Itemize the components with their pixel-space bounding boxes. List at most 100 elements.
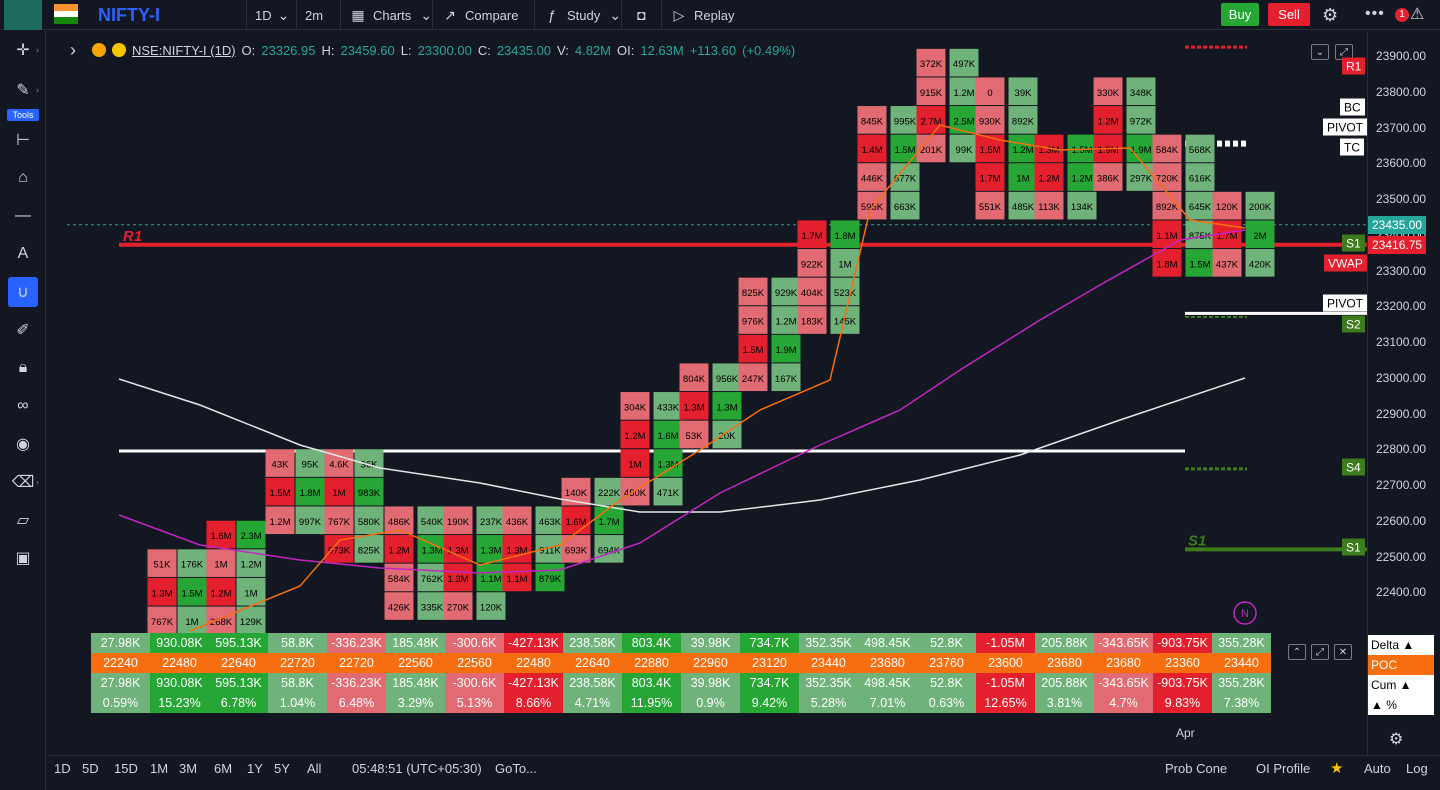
notification-badge[interactable]: 1 <box>1395 8 1409 22</box>
sell-button[interactable]: Sell <box>1268 3 1310 26</box>
legend-low: 23300.00 <box>417 42 472 58</box>
crosshair-icon[interactable]: ✛ <box>16 42 30 59</box>
footprint-cell <box>1093 163 1123 191</box>
symbol-name[interactable]: NIFTY-I <box>98 5 160 25</box>
log-button[interactable]: Log <box>1406 761 1428 776</box>
footprint-cell-label: 1.5M <box>181 588 202 599</box>
chart-canvas[interactable]: R1S151K1.3M767K176K1.5M1M1.6M1M1.2M268K2… <box>47 31 1367 755</box>
auto-button[interactable]: Auto <box>1364 761 1391 776</box>
footprint-candle: 304K 1.2M 1M 450K <box>620 392 650 506</box>
legend-symbol[interactable]: NSE:NIFTY-I (1D) <box>132 42 236 58</box>
compare-button[interactable]: ↗ Compare <box>432 0 526 30</box>
poc-row-label[interactable]: POC <box>1368 655 1434 675</box>
ruler-icon[interactable]: ▱ <box>16 512 30 529</box>
footprint-cell-label: 720K <box>1156 174 1179 185</box>
gear-icon[interactable]: ⚙ <box>1322 5 1339 25</box>
eye-icon[interactable]: ◉ <box>16 436 30 453</box>
expand-icon[interactable]: ⤢ <box>1311 644 1329 660</box>
range-15d[interactable]: 15D <box>114 761 138 776</box>
status-dot-icon <box>92 43 106 57</box>
range-6m[interactable]: 6M <box>214 761 233 776</box>
pencil-icon[interactable]: ✎ <box>16 82 30 99</box>
prob-cone-button[interactable]: Prob Cone <box>1165 761 1228 776</box>
chevron-right-icon[interactable]: › <box>36 45 39 55</box>
interval-button[interactable]: 2m <box>296 0 340 30</box>
range-all[interactable]: All <box>307 761 322 776</box>
measure-icon[interactable]: ⊢ <box>16 132 30 149</box>
range-3m[interactable]: 3M <box>179 761 198 776</box>
chevron-down-icon[interactable]: ⌄ <box>1311 44 1329 60</box>
oi-profile-button[interactable]: OI Profile <box>1256 761 1311 776</box>
delta-row-label[interactable]: Delta ▲ <box>1368 635 1434 655</box>
footprint-cell-label: 1.5M <box>979 145 1000 156</box>
footprint-cell <box>1126 77 1156 106</box>
star-icon[interactable]: ★ <box>1330 760 1344 777</box>
footprint-cell-label: 584K <box>1156 145 1179 156</box>
footprint-cell-label: 120K <box>1216 202 1239 213</box>
link-icon[interactable]: ∞ <box>17 397 29 414</box>
warning-icon[interactable]: ⚠ <box>1410 6 1425 23</box>
close-icon[interactable]: ✕ <box>1334 644 1352 660</box>
footprint-cell <box>535 506 565 535</box>
footprint-cell <box>1093 106 1123 134</box>
horizontal-line-icon[interactable]: — <box>15 207 31 224</box>
pct-row-label[interactable]: ▲ % <box>1368 695 1434 715</box>
chevron-down-icon: ⌄ <box>420 7 433 23</box>
footprint-cell <box>890 191 920 220</box>
screenshot-icon[interactable]: ▣ <box>15 550 31 567</box>
magnet-icon[interactable]: ∪ <box>8 277 38 307</box>
study-dropdown[interactable]: ƒ Study ⌄ <box>534 0 632 30</box>
vwap-price-tag: 23416.75 <box>1368 236 1427 255</box>
trash-icon[interactable]: ⌫ <box>11 474 35 491</box>
range-1y[interactable]: 1Y <box>247 761 263 776</box>
footprint-candle: 540K 1.3M 762K 335K <box>417 506 447 620</box>
replay-button[interactable]: ▷ Replay <box>661 0 742 30</box>
footprint-cell <box>535 535 565 563</box>
charts-dropdown[interactable]: ▦ Charts ⌄ <box>340 0 443 30</box>
footprint-cell-label: 446K <box>861 174 884 185</box>
legend-open-label: O: <box>241 42 256 58</box>
range-1d[interactable]: 1D <box>54 761 71 776</box>
footprint-cell <box>502 563 532 592</box>
chevron-right-icon[interactable]: › <box>36 85 39 95</box>
cum-row-label[interactable]: Cum ▲ <box>1368 675 1434 695</box>
s4-tag: S4 <box>1342 458 1365 476</box>
collapse-icon[interactable]: › <box>70 39 76 60</box>
lock-icon[interactable]: 🔒︎ <box>18 359 28 376</box>
footprint-cell-label: 973K <box>328 545 351 556</box>
footprint-candle: 825K 976K 1.5M 247K <box>738 277 768 392</box>
settings-icon[interactable]: ⚙ <box>1389 731 1404 748</box>
footprint-cell-label: 1M <box>214 560 227 571</box>
instagram-button[interactable]: ◘ <box>621 0 661 30</box>
chevron-up-icon[interactable]: ⌃ <box>1288 644 1306 660</box>
footprint-cell-label: 1.8M <box>1156 259 1177 270</box>
footprint-cell-label: 420K <box>1249 259 1272 270</box>
footprint-cell-label: 2.5M <box>953 116 974 127</box>
interval-2-label: 2m <box>305 7 324 23</box>
chevron-right-icon[interactable]: › <box>36 477 39 487</box>
more-icon[interactable]: ••• <box>1365 5 1385 22</box>
footprint-candle: 463K 911K 879K <box>535 506 565 592</box>
footprint-cell <box>443 592 473 620</box>
price-axis[interactable]: 23900.00 23800.00 23700.00 23600.00 23500.00… <box>1367 31 1440 755</box>
range-5d[interactable]: 5D <box>82 761 99 776</box>
interval-dropdown[interactable]: 1D ⌄ <box>246 0 296 30</box>
range-5y[interactable]: 5Y <box>274 761 290 776</box>
table-cell: 22480 <box>150 653 209 673</box>
pattern-icon[interactable]: ⌂ <box>18 169 28 186</box>
goto-button[interactable]: GoTo... <box>495 761 537 776</box>
table-cell: 23120 <box>740 653 799 673</box>
table-cell: 6.78% <box>209 693 268 713</box>
brush-icon[interactable]: ✐ <box>16 322 30 339</box>
range-1m[interactable]: 1M <box>150 761 169 776</box>
text-icon[interactable]: A <box>17 245 29 262</box>
app-logo[interactable] <box>4 0 42 30</box>
footprint-cell-label: 4.6K <box>329 460 349 471</box>
footprint-cell-label: 201K <box>920 145 943 156</box>
buy-button[interactable]: Buy <box>1221 3 1259 26</box>
footprint-cell-label: 1.3M <box>683 402 704 413</box>
clock[interactable]: 05:48:51 (UTC+05:30) <box>352 761 482 776</box>
chart-area[interactable]: R1 S1 51K 1.3M 767K 176K 1.5M 1M 1.6M 1M 1.2M 268K 2… <box>47 31 1367 755</box>
footprint-cell-label: 1M <box>244 588 257 599</box>
